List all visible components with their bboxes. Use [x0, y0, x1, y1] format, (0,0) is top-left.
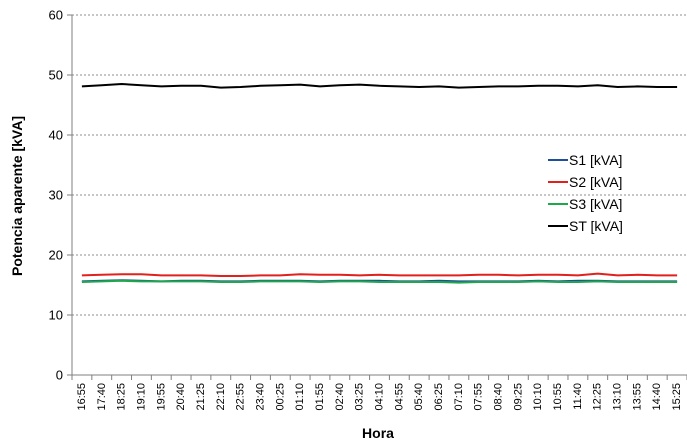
- legend-label: S3 [kVA]: [569, 196, 622, 212]
- x-tick-label: 10:55: [552, 383, 564, 411]
- x-tick-label: 04:10: [374, 383, 386, 411]
- x-tick-label: 19:10: [135, 383, 147, 411]
- x-tick-label: 05:40: [413, 383, 425, 411]
- y-tick-labels: 0 10 20 30 40 50 60: [49, 8, 63, 383]
- x-tick-label: 19:55: [155, 383, 167, 411]
- grid: [72, 14, 687, 316]
- y-tick-label: 10: [49, 308, 63, 323]
- axes: [67, 14, 687, 380]
- x-tick-label: 16:55: [76, 383, 88, 411]
- x-tick-label: 11:40: [572, 383, 584, 410]
- x-axis-title: Hora: [362, 425, 394, 441]
- x-tick-label: 03:25: [354, 383, 366, 411]
- x-tick-label: 07:55: [473, 383, 485, 411]
- y-tick-label: 0: [56, 368, 63, 383]
- x-tick-label: 06:25: [433, 383, 445, 411]
- x-tick-labels: 16:55 17:40 18:25 19:10 19:55 20:40 21:25 22:10…: [76, 383, 683, 411]
- legend-label: S1 [kVA]: [569, 152, 622, 168]
- legend-label: S2 [kVA]: [569, 174, 622, 190]
- x-tick-label: 23:40: [254, 383, 266, 411]
- series-lines: [81, 83, 678, 284]
- x-tick-label: 08:40: [493, 383, 505, 411]
- x-tick-label: 13:10: [612, 383, 624, 411]
- series-line-st: [81, 83, 678, 89]
- x-tick-label: 14:40: [651, 383, 663, 411]
- x-tick-label: 22:10: [215, 383, 227, 411]
- x-tick-label: 02:40: [334, 383, 346, 411]
- x-tick-label: 15:25: [671, 383, 683, 411]
- x-tick-label: 01:55: [314, 383, 326, 411]
- x-tick-label: 01:10: [294, 383, 306, 411]
- x-tick-label: 21:25: [195, 383, 207, 411]
- x-tick-label: 18:25: [116, 383, 128, 411]
- x-tick-label: 10:10: [532, 383, 544, 411]
- x-tick-label: 22:55: [235, 383, 247, 411]
- x-tick-label: 04:55: [393, 383, 405, 411]
- y-tick-label: 30: [49, 188, 63, 203]
- x-tick-label: 00:25: [274, 383, 286, 411]
- x-tick-label: 07:10: [453, 383, 465, 411]
- x-tick-label: 13:55: [631, 383, 643, 411]
- x-tick-label: 20:40: [175, 383, 187, 411]
- y-tick-label: 20: [49, 248, 63, 263]
- y-axis-title: Potencia aparente [kVA]: [9, 116, 25, 276]
- x-tick-label: 09:25: [512, 383, 524, 411]
- series-line-s2: [81, 272, 678, 277]
- x-tick-label: 17:40: [96, 383, 108, 411]
- y-tick-label: 50: [49, 68, 63, 83]
- series-line-s3: [81, 279, 678, 284]
- x-tick-label: 12:25: [592, 383, 604, 411]
- legend: S1 [kVA] S2 [kVA] S3 [kVA] ST [kVA]: [548, 152, 623, 234]
- legend-label: ST [kVA]: [569, 218, 623, 234]
- y-tick-label: 60: [49, 8, 63, 23]
- y-tick-label: 40: [49, 128, 63, 143]
